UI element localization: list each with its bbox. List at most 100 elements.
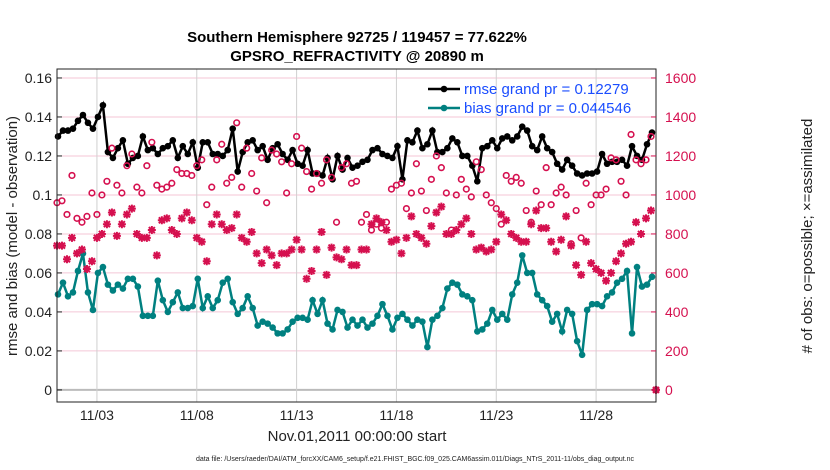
data-point [114, 144, 122, 152]
data-point [144, 146, 152, 154]
data-point [618, 156, 626, 164]
assimilated-obs-marker [447, 229, 456, 238]
data-point [364, 324, 371, 331]
assimilated-obs-marker [102, 220, 111, 229]
data-point [264, 320, 271, 327]
assimilated-obs-marker [637, 229, 646, 238]
assimilated-obs-marker [122, 210, 131, 219]
data-point [593, 300, 601, 308]
data-point [384, 152, 391, 160]
data-point [523, 269, 531, 277]
possible-obs-marker [163, 183, 171, 191]
possible-obs-marker [537, 201, 545, 209]
possible-obs-marker [442, 189, 450, 197]
series-3 [53, 202, 660, 394]
data-point [414, 127, 421, 134]
assimilated-obs-marker [147, 226, 156, 235]
data-point [573, 170, 581, 177]
possible-obs-marker [138, 189, 146, 197]
chart-subtitle: GPSRO_REFRACTIVITY @ 20890 m [230, 48, 484, 65]
data-point [404, 316, 411, 324]
assimilated-obs-marker [362, 245, 371, 254]
possible-obs-marker [73, 214, 81, 222]
possible-obs-marker [462, 185, 470, 193]
assimilated-obs-marker [632, 218, 641, 227]
data-point [194, 275, 202, 283]
assimilated-obs-marker [277, 249, 286, 258]
assimilated-obs-marker [602, 276, 611, 285]
y-tick-label: 0.1 [33, 187, 53, 203]
possible-obs-marker [248, 169, 256, 178]
data-point [533, 291, 541, 298]
data-point [139, 133, 147, 140]
possible-obs-marker [637, 160, 645, 168]
assimilated-obs-marker [232, 210, 241, 219]
possible-obs-marker [283, 189, 291, 197]
possible-obs-marker [223, 179, 231, 187]
data-point [518, 252, 526, 259]
assimilated-obs-marker [317, 227, 326, 236]
assimilated-obs-marker [642, 214, 651, 223]
y-tick-label: 0.02 [25, 343, 52, 359]
data-point [54, 133, 62, 140]
possible-obs-marker [78, 218, 86, 226]
y2-tick-label: 200 [665, 343, 689, 359]
data-point [533, 146, 541, 154]
possible-obs-marker [148, 138, 156, 146]
data-point [59, 127, 67, 134]
y-tick-label: 0.12 [25, 148, 52, 164]
data-point [374, 312, 381, 320]
data-point [274, 140, 281, 148]
possible-obs-marker [293, 132, 301, 141]
data-point [244, 139, 251, 146]
x-tick-label: 11/08 [180, 407, 214, 423]
assimilated-obs-marker [272, 261, 281, 270]
data-point [628, 330, 636, 337]
legend-entry: bias grand pr = 0.044546 [464, 100, 631, 117]
assimilated-obs-marker [517, 237, 526, 246]
data-point [169, 298, 177, 306]
possible-obs-marker [497, 220, 505, 228]
data-point [134, 283, 142, 290]
data-point [528, 142, 536, 150]
possible-obs-marker [153, 181, 161, 189]
data-point [364, 156, 371, 164]
data-point [488, 137, 496, 144]
data-point [434, 312, 441, 320]
data-point [249, 304, 256, 312]
assimilated-obs-marker [477, 243, 486, 252]
possible-obs-marker [327, 173, 336, 182]
possible-obs-marker [198, 156, 206, 164]
assimilated-obs-marker [612, 257, 621, 266]
possible-obs-marker [642, 156, 650, 164]
assimilated-obs-marker [347, 261, 356, 270]
assimilated-obs-marker [547, 237, 556, 246]
assimilated-obs-marker [162, 214, 171, 223]
possible-obs-marker [352, 177, 361, 185]
data-point [444, 144, 451, 152]
data-point [229, 125, 237, 132]
data-point [603, 293, 611, 300]
data-point [319, 296, 326, 304]
data-point [513, 279, 521, 286]
assimilated-obs-marker [582, 237, 591, 246]
series-0 [54, 100, 656, 185]
data-point [249, 137, 256, 144]
possible-obs-marker [512, 173, 520, 182]
data-point [478, 326, 486, 333]
data-point [304, 146, 311, 154]
data-point [633, 263, 641, 271]
possible-obs-marker [297, 144, 306, 152]
data-point [414, 316, 421, 324]
assimilated-obs-marker [167, 226, 176, 235]
data-marks [53, 100, 660, 394]
assimilated-obs-marker [142, 233, 151, 242]
data-point [69, 289, 77, 296]
possible-obs-marker [98, 191, 106, 199]
assimilated-obs-marker [472, 245, 481, 254]
data-point [454, 139, 461, 146]
x-tick-label: 11/18 [379, 407, 413, 423]
possible-obs-marker [572, 206, 580, 215]
plot-frame [56, 68, 657, 403]
assimilated-obs-marker [87, 257, 96, 266]
